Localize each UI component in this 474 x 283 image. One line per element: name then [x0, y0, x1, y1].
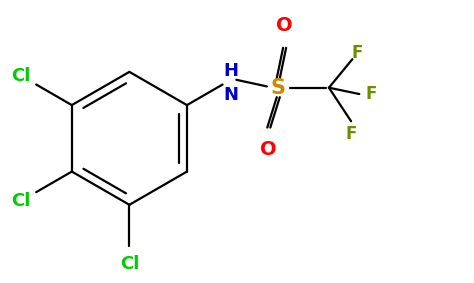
Text: H: H	[223, 62, 238, 80]
Text: N: N	[223, 86, 238, 104]
Text: Cl: Cl	[120, 255, 139, 273]
Text: O: O	[276, 16, 293, 35]
Text: S: S	[271, 78, 286, 98]
Text: F: F	[346, 125, 357, 143]
Text: Cl: Cl	[11, 192, 30, 210]
Text: F: F	[352, 44, 363, 62]
Text: F: F	[365, 85, 376, 103]
Text: Cl: Cl	[11, 67, 30, 85]
Text: O: O	[261, 140, 277, 159]
